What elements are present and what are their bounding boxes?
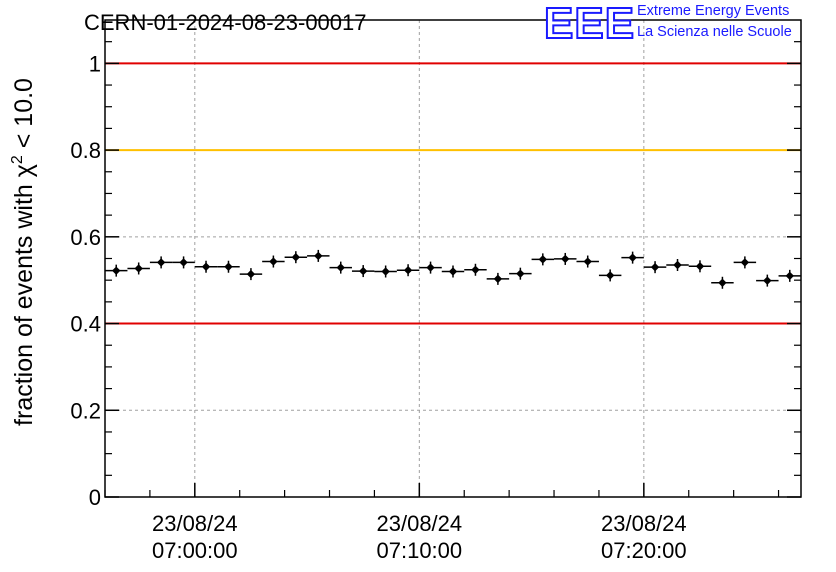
- data-marker: [134, 264, 143, 273]
- data-marker: [156, 258, 166, 267]
- data-marker: [605, 271, 615, 280]
- data-point: [464, 263, 487, 276]
- data-point: [307, 249, 330, 262]
- data-marker: [583, 257, 592, 266]
- data-point: [509, 267, 532, 280]
- data-point: [666, 259, 689, 272]
- data-marker: [650, 262, 660, 272]
- data-point: [239, 268, 263, 281]
- data-point: [778, 269, 801, 282]
- x-tick-label-time: 07:00:00: [152, 538, 238, 563]
- data-point: [419, 261, 442, 274]
- data-marker: [695, 262, 705, 271]
- data-point: [711, 276, 734, 289]
- data-marker: [336, 263, 345, 272]
- data-point: [262, 255, 285, 268]
- data-marker: [718, 278, 727, 287]
- axes: 00.20.40.60.8123/08/2407:00:0023/08/2407…: [70, 41, 801, 563]
- logo-line-1: Extreme Energy Events: [637, 3, 790, 19]
- data-point: [621, 251, 644, 264]
- data-marker: [224, 262, 233, 271]
- data-marker: [538, 255, 548, 264]
- data-point: [172, 256, 195, 269]
- data-marker: [448, 267, 458, 276]
- y-tick-label: 0: [89, 485, 101, 510]
- eee-logo: EEE: [543, 0, 636, 48]
- data-marker: [493, 274, 503, 284]
- data-marker: [673, 260, 682, 270]
- data-marker: [381, 267, 390, 276]
- data-point: [733, 256, 757, 269]
- logo-line-2: La Scienza nelle Scuole: [637, 24, 792, 40]
- data-point: [643, 261, 667, 274]
- reference-lines: [105, 62, 801, 325]
- data-point: [351, 265, 375, 278]
- chart-title: CERN-01-2024-08-23-00017: [84, 10, 367, 35]
- y-axis-label: fraction of events with χ2 < 10.0: [9, 78, 38, 426]
- data-marker: [763, 276, 772, 285]
- data-marker: [358, 266, 368, 276]
- data-marker: [112, 266, 121, 275]
- y-axis-label-superscript: 2: [9, 155, 26, 164]
- data-point: [554, 252, 577, 265]
- y-tick-label: 0.6: [70, 225, 101, 250]
- y-axis-label-tail: < 10.0: [10, 78, 38, 155]
- x-tick-label-time: 07:10:00: [377, 538, 463, 563]
- data-point: [105, 264, 128, 277]
- data-marker: [403, 266, 413, 275]
- x-tick-label-date: 23/08/24: [601, 511, 687, 536]
- data-marker: [246, 269, 256, 279]
- data-marker: [314, 251, 323, 261]
- data-marker: [291, 252, 301, 262]
- data-marker: [269, 257, 278, 266]
- y-tick-label: 0.4: [70, 312, 101, 337]
- data-point: [396, 264, 420, 277]
- data-point: [329, 261, 352, 274]
- data-point: [284, 251, 308, 264]
- data-marker: [561, 254, 570, 264]
- data-marker: [516, 269, 525, 278]
- data-marker: [740, 258, 750, 267]
- y-tick-label: 0.2: [70, 398, 101, 423]
- data-marker: [179, 258, 188, 267]
- data-point: [598, 269, 622, 282]
- data-marker: [471, 265, 480, 274]
- data-point: [441, 265, 465, 278]
- data-marker: [201, 262, 211, 271]
- data-marker: [628, 253, 637, 262]
- data-point: [127, 262, 150, 275]
- data-point: [149, 256, 173, 269]
- x-tick-label-time: 07:20:00: [601, 538, 687, 563]
- data-point: [486, 272, 510, 285]
- y-tick-label: 0.8: [70, 138, 101, 163]
- grid-lines: [105, 20, 801, 497]
- y-tick-label: 1: [89, 51, 101, 76]
- data-point: [531, 253, 555, 266]
- plot-frame: [104, 19, 802, 498]
- x-tick-label-date: 23/08/24: [152, 511, 238, 536]
- data-point: [688, 260, 712, 273]
- x-tick-label-date: 23/08/24: [377, 511, 463, 536]
- data-points: [105, 249, 801, 289]
- data-point: [194, 260, 218, 273]
- data-point: [576, 255, 599, 268]
- data-point: [374, 265, 397, 278]
- data-point: [217, 260, 240, 273]
- data-marker: [785, 271, 794, 281]
- data-point: [756, 274, 779, 287]
- data-marker: [426, 263, 435, 272]
- y-axis-label-main: fraction of events with χ: [10, 164, 38, 426]
